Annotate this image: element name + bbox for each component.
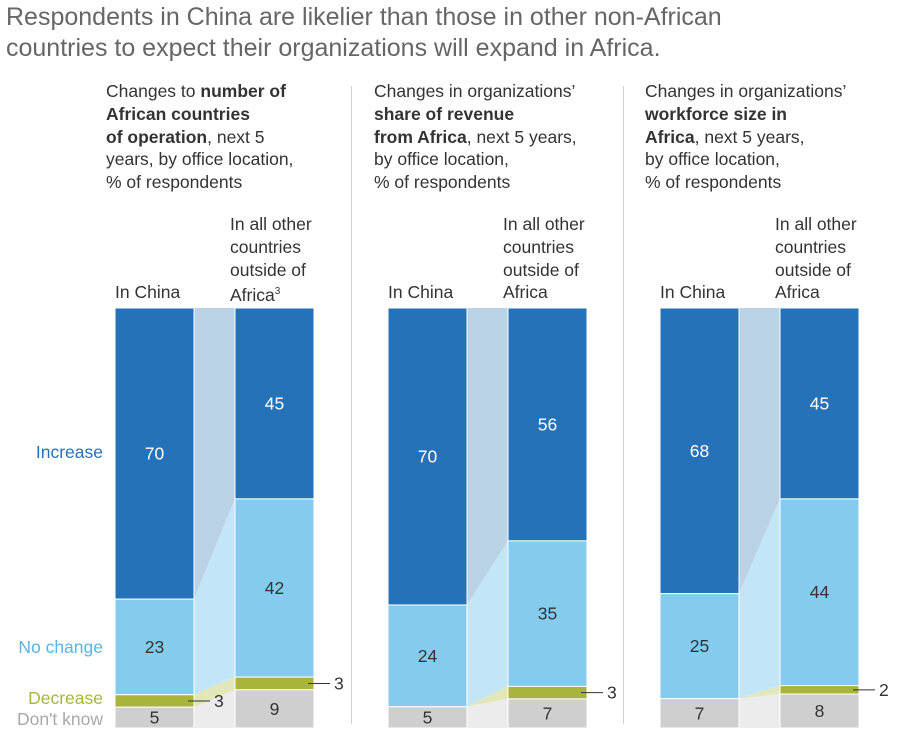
bar-china-decrease-panel-1 (114, 694, 195, 708)
value-label-other-dont-know-panel-1: 9 (270, 699, 280, 719)
value-label-other-decrease-panel-3: 2 (879, 680, 889, 700)
bar-other-decrease-panel-2 (507, 685, 588, 700)
legend-dont-know: Don't know (16, 709, 103, 729)
value-label-china-no-change-panel-2: 24 (418, 646, 438, 666)
column-label-china-3: In China (660, 282, 726, 302)
flow-increase-panel-1 (194, 308, 235, 600)
flow-increase-panel-3 (739, 308, 780, 594)
panel-title-3: Changes in organizations’ workforce size … (645, 81, 847, 193)
value-label-other-increase-panel-3: 45 (810, 393, 829, 413)
value-label-other-dont-know-panel-3: 8 (815, 701, 825, 721)
value-label-other-increase-panel-1: 45 (265, 393, 284, 413)
chart-title: Respondents in China are likelier than t… (6, 2, 886, 64)
flow-no-change-panel-2 (467, 540, 508, 707)
bar-other-decrease-panel-3 (779, 685, 860, 695)
flow-increase-panel-2 (467, 308, 508, 605)
bar-china-increase-panel-2 (387, 307, 468, 606)
chart-title-line-1: Respondents in China are likelier than t… (6, 3, 722, 31)
bar-other-no-change-panel-1 (234, 498, 315, 678)
value-label-other-no-change-panel-2: 35 (538, 604, 557, 624)
value-label-other-no-change-panel-1: 42 (265, 578, 284, 598)
bar-other-no-change-panel-2 (507, 540, 588, 687)
bar-other-dont-know-panel-3 (779, 693, 860, 729)
flow-no-change-panel-1 (194, 498, 235, 695)
bar-other-increase-panel-3 (779, 307, 860, 500)
value-label-china-increase-panel-1: 70 (145, 444, 165, 464)
value-label-china-increase-panel-3: 68 (690, 441, 709, 461)
value-label-china-dont-know-panel-2: 5 (423, 707, 433, 727)
bar-china-increase-panel-3 (659, 307, 740, 595)
value-label-china-dont-know-panel-3: 7 (695, 703, 705, 723)
value-label-other-dont-know-panel-2: 7 (543, 703, 553, 723)
column-label-other-3: In all other countries outside of Africa (775, 214, 857, 303)
bar-china-no-change-panel-2 (387, 604, 468, 708)
bar-other-increase-panel-1 (234, 307, 315, 500)
value-label-other-decrease-panel-1: 3 (334, 673, 344, 693)
chart-title-line-2: countries to expect their organizations … (6, 34, 661, 62)
column-label-china-2: In China (388, 282, 454, 302)
value-label-other-no-change-panel-3: 44 (810, 582, 830, 602)
bar-china-dont-know-panel-1 (114, 706, 195, 729)
column-label-other-2: In all other countries outside of Africa (503, 214, 585, 303)
bar-other-decrease-panel-1 (234, 676, 315, 691)
value-label-china-no-change-panel-3: 25 (690, 636, 709, 656)
flow-decrease-panel-1 (194, 677, 235, 708)
value-label-other-decrease-panel-2: 3 (607, 683, 617, 703)
bar-china-no-change-panel-3 (659, 593, 740, 700)
flow-dont-know-panel-3 (739, 694, 780, 728)
column-label-other-1: In all other countries outside of Africa3 (230, 214, 312, 306)
value-label-china-no-change-panel-1: 23 (145, 637, 164, 657)
legend-decrease: Decrease (28, 688, 103, 708)
column-label-china-1: In China (115, 282, 181, 302)
legend-increase: Increase (35, 442, 103, 462)
legend-no-change: No change (18, 637, 103, 657)
flow-decrease-panel-3 (739, 685, 780, 699)
panel-divider-1 (351, 86, 352, 724)
bar-china-no-change-panel-1 (114, 598, 195, 696)
bar-china-increase-panel-1 (114, 307, 195, 600)
value-label-china-decrease-panel-1: 3 (214, 691, 224, 711)
panel-title-2: Changes in organizations’ share of revenu… (374, 81, 577, 193)
flow-no-change-panel-3 (739, 498, 780, 699)
value-label-china-dont-know-panel-1: 5 (150, 708, 160, 728)
flow-dont-know-panel-1 (194, 689, 235, 728)
bar-other-dont-know-panel-2 (507, 698, 588, 729)
panel-title-1: Changes to number of African countries of … (106, 81, 294, 193)
value-label-other-increase-panel-2: 56 (538, 414, 557, 434)
panel-divider-2 (623, 86, 624, 724)
bar-china-dont-know-panel-3 (659, 698, 740, 729)
value-label-china-increase-panel-2: 70 (418, 446, 438, 466)
flow-decrease-panel-2 (467, 686, 508, 707)
bar-other-dont-know-panel-1 (234, 689, 315, 729)
flow-dont-know-panel-2 (467, 698, 508, 728)
bar-china-dont-know-panel-2 (387, 706, 468, 729)
